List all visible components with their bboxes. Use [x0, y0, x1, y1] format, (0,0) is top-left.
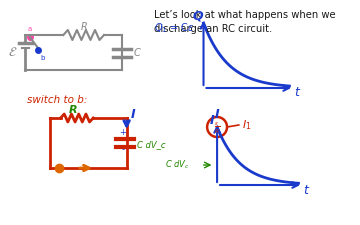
- Text: Q: Q: [193, 9, 203, 22]
- Text: +: +: [120, 128, 126, 137]
- Text: I: I: [131, 108, 136, 121]
- Text: $Q_1$ = C$\varepsilon$: $Q_1$ = C$\varepsilon$: [154, 21, 194, 35]
- Text: R: R: [80, 22, 87, 32]
- Text: switch to b:: switch to b:: [27, 95, 87, 105]
- Text: $I_1$: $I_1$: [242, 118, 252, 132]
- Text: $\frac{\varepsilon}{R}$: $\frac{\varepsilon}{R}$: [214, 121, 220, 135]
- Text: a: a: [28, 26, 32, 32]
- Text: I: I: [215, 108, 219, 121]
- Text: -: -: [122, 145, 125, 154]
- Text: C: C: [134, 47, 141, 58]
- Text: C dV_c: C dV_c: [138, 140, 166, 149]
- Text: t: t: [303, 184, 308, 196]
- Text: C dV$_{c}$: C dV$_{c}$: [165, 159, 189, 171]
- Text: t: t: [294, 86, 299, 99]
- Text: b: b: [41, 55, 45, 61]
- Text: R: R: [69, 105, 77, 115]
- Text: I: I: [210, 113, 214, 126]
- Text: Let’s look at what happens when we
discharge an RC circuit.: Let’s look at what happens when we disch…: [154, 10, 336, 34]
- Text: $\mathcal{E}$: $\mathcal{E}$: [8, 46, 17, 59]
